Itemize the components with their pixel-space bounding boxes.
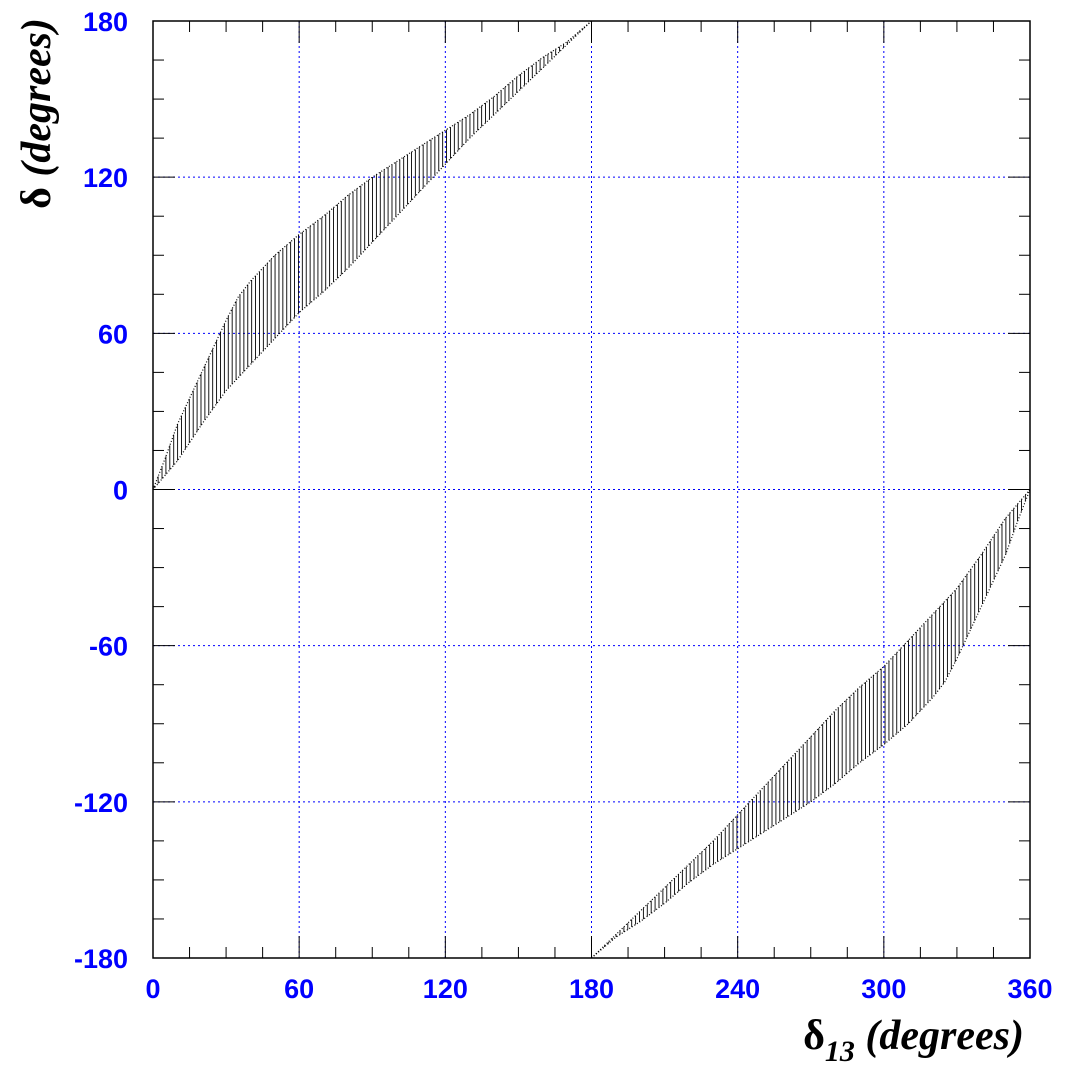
- grid: [153, 21, 1030, 958]
- x-axis-title: δ13 (degrees): [803, 1013, 1024, 1068]
- y-tick-label: 180: [83, 7, 128, 37]
- x-axis-title-units: (degrees): [865, 1013, 1024, 1059]
- x-tick-label: 60: [284, 974, 314, 1004]
- x-tick-label: 0: [145, 974, 160, 1004]
- y-tick-label: -60: [89, 632, 128, 662]
- x-tick-label: 360: [1007, 974, 1052, 1004]
- x-axis-title-symbol: δ: [803, 1013, 825, 1059]
- y-tick-labels: 180 120 60 0 -60 -120 -180: [74, 7, 128, 974]
- x-tick-label: 120: [423, 974, 468, 1004]
- x-tick-label: 240: [715, 974, 760, 1004]
- region-lower-boundary: [152, 20, 592, 490]
- y-tick-label: 120: [83, 163, 128, 193]
- y-tick-label: 0: [113, 476, 128, 506]
- allowed-region-1: [152, 20, 592, 490]
- allowed-region-2: [591, 489, 1031, 959]
- y-axis-title-space: [14, 177, 60, 188]
- x-tick-label: 300: [861, 974, 906, 1004]
- x-tick-label: 180: [569, 974, 614, 1004]
- axis-ticks: [152, 20, 1031, 959]
- y-axis-title: δ (degrees): [14, 18, 60, 209]
- x-axis-title-space: [855, 1013, 866, 1059]
- x-tick-labels: 0 60 120 180 240 300 360: [145, 974, 1052, 1004]
- allowed-regions: [152, 20, 1031, 959]
- y-axis-title-units: (degrees): [14, 18, 60, 177]
- y-tick-label: -120: [74, 788, 128, 818]
- y-tick-label: -180: [74, 944, 128, 974]
- y-axis-title-symbol: δ: [14, 187, 60, 209]
- region-upper-boundary: [152, 20, 592, 490]
- region-lower-boundary: [591, 489, 1031, 959]
- region-upper-boundary: [591, 489, 1031, 959]
- y-tick-label: 60: [98, 319, 128, 349]
- x-axis-title-subscript: 13: [825, 1035, 855, 1068]
